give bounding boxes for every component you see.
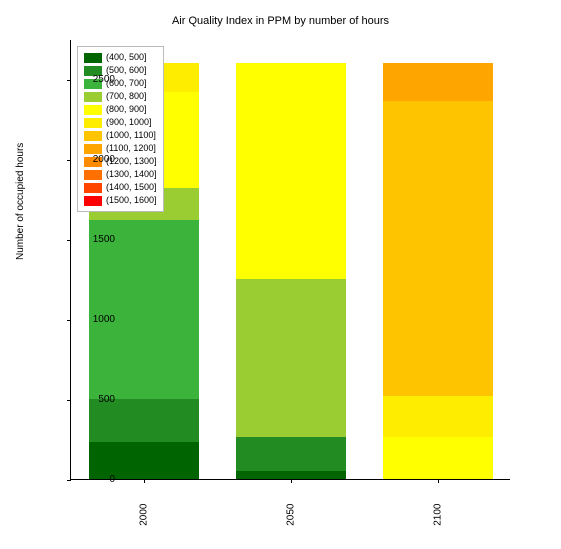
y-tick-label: 2500 xyxy=(75,74,115,85)
legend-item: (900, 1000] xyxy=(84,116,157,129)
legend-label: (800, 900] xyxy=(106,103,147,116)
legend-swatch xyxy=(84,53,102,63)
y-tick-mark xyxy=(67,320,71,321)
segment-(900, 1000] xyxy=(383,396,493,438)
y-tick-label: 1000 xyxy=(75,314,115,325)
y-tick-label: 0 xyxy=(75,474,115,485)
legend-label: (400, 500] xyxy=(106,51,147,64)
legend-item: (400, 500] xyxy=(84,51,157,64)
legend-swatch xyxy=(84,118,102,128)
legend-label: (1300, 1400] xyxy=(106,168,157,181)
y-axis-label: Number of occupied hours xyxy=(15,143,26,260)
legend-label: (1500, 1600] xyxy=(106,194,157,207)
legend-item: (800, 900] xyxy=(84,103,157,116)
segment-(800, 900] xyxy=(383,437,493,479)
bar-2050 xyxy=(236,63,346,479)
legend-label: (1400, 1500] xyxy=(106,181,157,194)
x-tick-label: 2050 xyxy=(286,504,297,534)
segment-(500, 600] xyxy=(89,399,199,442)
legend-swatch xyxy=(84,170,102,180)
x-tick-label: 2000 xyxy=(139,504,150,534)
segment-(700, 800] xyxy=(236,279,346,437)
legend-item: (1400, 1500] xyxy=(84,181,157,194)
segment-(500, 600] xyxy=(236,437,346,471)
legend-item: (700, 800] xyxy=(84,90,157,103)
plot-area: 200020502100(400, 500](500, 600](600, 70… xyxy=(70,40,510,480)
y-tick-mark xyxy=(67,480,71,481)
legend-swatch xyxy=(84,105,102,115)
segment-(800, 900] xyxy=(236,63,346,279)
legend-label: (700, 800] xyxy=(106,90,147,103)
x-tick-mark xyxy=(144,479,145,483)
legend-swatch xyxy=(84,196,102,206)
chart-area: 200020502100(400, 500](500, 600](600, 70… xyxy=(70,40,510,480)
segment-(1100, 1200] xyxy=(383,63,493,101)
x-tick-mark xyxy=(291,479,292,483)
y-tick-mark xyxy=(67,400,71,401)
bar-2100 xyxy=(383,63,493,479)
y-tick-label: 2000 xyxy=(75,154,115,165)
legend-swatch xyxy=(84,131,102,141)
legend-item: (1300, 1400] xyxy=(84,168,157,181)
x-tick-label: 2100 xyxy=(432,504,443,534)
legend-label: (900, 1000] xyxy=(106,116,152,129)
chart-title: Air Quality Index in PPM by number of ho… xyxy=(0,15,561,27)
legend-swatch xyxy=(84,144,102,154)
y-tick-mark xyxy=(67,160,71,161)
legend-label: (1000, 1100] xyxy=(106,129,156,142)
legend: (400, 500](500, 600](600, 700](700, 800]… xyxy=(77,46,164,212)
x-tick-mark xyxy=(438,479,439,483)
legend-swatch xyxy=(84,183,102,193)
segment-(600, 700] xyxy=(89,220,199,399)
y-tick-mark xyxy=(67,80,71,81)
segment-(1000, 1100] xyxy=(383,101,493,395)
legend-swatch xyxy=(84,92,102,102)
y-tick-mark xyxy=(67,240,71,241)
legend-item: (1000, 1100] xyxy=(84,129,157,142)
legend-item: (1500, 1600] xyxy=(84,194,157,207)
y-tick-label: 1500 xyxy=(75,234,115,245)
y-tick-label: 500 xyxy=(75,394,115,405)
segment-(400, 500] xyxy=(236,471,346,479)
